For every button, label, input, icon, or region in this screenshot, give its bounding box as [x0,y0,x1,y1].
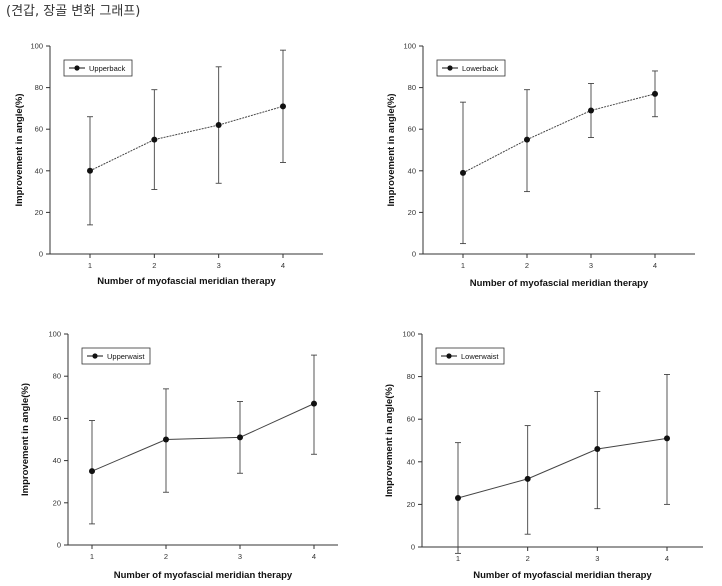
chart-upperback: 0 20 40 60 80 100 1 2 3 4 Number of myofascial mer… [14,42,323,287]
y-tick-label: 40 [53,456,61,465]
y-tick-label: 20 [53,498,61,507]
y-tick-label: 0 [39,250,43,259]
chart-lowerback: 0 20 40 60 80 100 1 2 3 4 Number of myofascial mer… [386,42,695,289]
data-point [89,468,95,475]
legend-box [63,59,133,77]
data-point [664,435,670,442]
x-axis-title: Number of myofascial meridian therapy [114,570,293,581]
data-point [237,434,243,441]
y-axis-title: Improvement in angle(%) [386,94,397,207]
chart-lowerwaist: 0 20 40 60 80 100 1 2 3 4 Number of myofascial mer… [384,330,703,581]
y-tick-label: 100 [30,42,43,51]
series-line [462,93,656,174]
y-tick-label: 20 [35,208,43,217]
chart-upperwaist: 0 20 40 60 80 100 1 2 3 4 Number of myofascial mer… [20,330,338,581]
y-tick-label: 60 [407,415,415,424]
legend-label: Upperwaist [107,352,145,361]
y-tick-label: 80 [35,83,43,92]
legend-marker [446,353,452,359]
y-tick-label: 80 [53,372,61,381]
data-point [588,107,594,114]
data-point [594,446,601,453]
legend-box [435,347,505,365]
page-caption: (견갑, 장골 변화 그래프) [6,4,141,19]
series-line [91,403,315,472]
x-tick-label: 1 [90,552,94,561]
y-tick-label: 80 [408,83,416,92]
data-point [524,475,531,482]
data-point [652,90,658,97]
y-tick-label: 0 [57,541,61,550]
series-line [89,105,284,172]
legend-marker [447,65,453,71]
y-tick-label: 0 [412,250,416,259]
data-point [524,136,530,143]
y-tick-label: 60 [53,414,61,423]
data-point [151,136,158,143]
x-tick-label: 4 [312,552,316,561]
legend-label: Upperback [89,64,126,73]
data-point [460,169,466,176]
legend-marker [74,65,80,71]
y-tick-label: 100 [402,330,415,339]
x-tick-label: 1 [88,261,92,270]
y-tick-label: 100 [403,42,416,51]
y-tick-label: 0 [411,543,415,552]
y-tick-label: 20 [408,208,416,217]
x-axis-title: Number of myofascial meridian therapy [97,276,276,287]
y-tick-label: 40 [35,166,43,175]
y-tick-label: 80 [407,372,415,381]
data-point [163,436,169,443]
x-axis-title: Number of myofascial meridian therapy [473,570,652,581]
legend-box [436,59,506,77]
y-axis-title: Improvement in angle(%) [14,94,25,207]
data-point [87,167,93,174]
legend-marker [92,353,98,359]
series-line [457,437,668,499]
x-tick-label: 4 [281,261,285,270]
x-tick-label: 3 [595,554,599,563]
data-point [455,495,461,502]
y-tick-label: 60 [408,125,416,134]
x-tick-label: 1 [461,261,465,270]
x-tick-label: 1 [456,554,460,563]
y-tick-label: 40 [407,457,415,466]
x-tick-label: 2 [152,261,156,270]
x-tick-label: 3 [217,261,221,270]
y-tick-label: 100 [48,330,61,339]
x-tick-label: 2 [526,554,530,563]
data-point [311,400,317,407]
data-point [280,103,286,110]
x-tick-label: 3 [238,552,242,561]
x-tick-label: 2 [164,552,168,561]
y-axis-title: Improvement in angle(%) [384,384,395,497]
legend-label: Lowerback [462,64,499,73]
y-tick-label: 20 [407,500,415,509]
y-tick-label: 60 [35,125,43,134]
data-point [215,122,222,129]
legend-label: Lowerwaist [461,352,499,361]
legend-box [81,347,151,365]
x-tick-label: 4 [665,554,669,563]
x-tick-label: 4 [653,261,657,270]
y-tick-label: 40 [408,166,416,175]
x-axis-title: Number of myofascial meridian therapy [470,278,649,289]
x-tick-label: 3 [589,261,593,270]
x-tick-label: 2 [525,261,529,270]
y-axis-title: Improvement in angle(%) [20,383,31,496]
